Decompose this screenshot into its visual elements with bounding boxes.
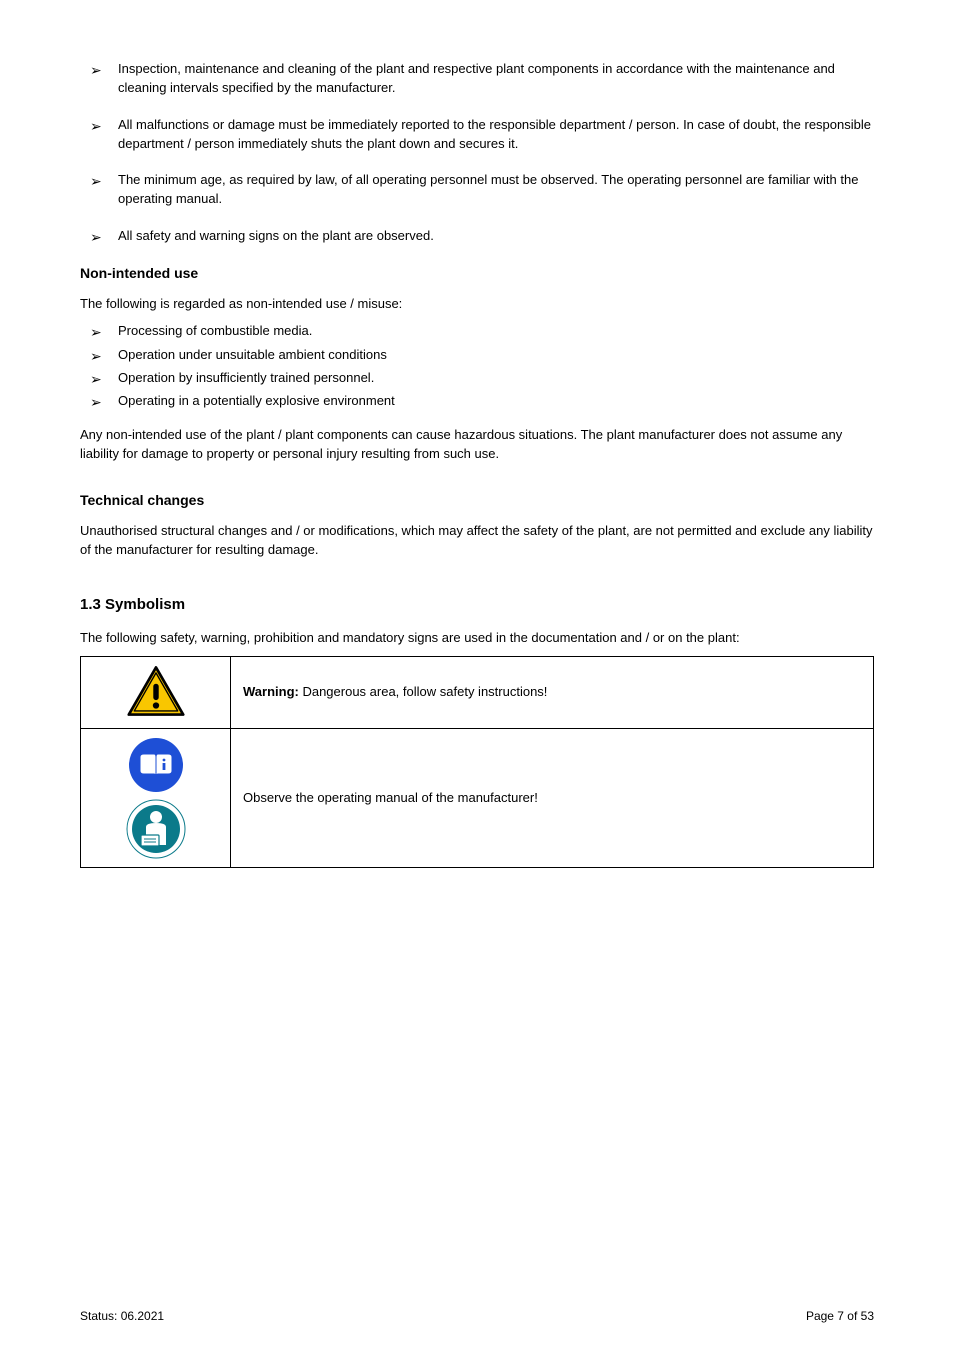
list-item: ➢ Processing of combustible media. [90, 322, 874, 342]
list-item-text: The minimum age, as required by law, of … [118, 171, 874, 209]
icon-wrap [93, 737, 218, 859]
symbolism-heading: 1.3 Symbolism [80, 596, 874, 613]
list-item-text: Operating in a potentially explosive env… [118, 392, 874, 411]
symbol-description: Observe the operating manual of the manu… [231, 728, 874, 867]
intended-use-list: ➢ Inspection, maintenance and cleaning o… [80, 60, 874, 247]
bullet-marker-icon: ➢ [90, 227, 118, 247]
footer-page: Page 7 of 53 [806, 1309, 874, 1323]
non-intended-heading: Non-intended use [80, 265, 874, 281]
non-intended-intro: The following is regarded as non-intende… [80, 295, 874, 314]
bullet-marker-icon: ➢ [90, 346, 118, 366]
symbol-desc-bold: Warning: [243, 684, 299, 699]
read-manual-icon [128, 737, 184, 793]
bullet-marker-icon: ➢ [90, 116, 118, 136]
bullet-marker-icon: ➢ [90, 392, 118, 412]
symbol-description: Warning: Dangerous area, follow safety i… [231, 656, 874, 728]
warning-triangle-icon [127, 665, 185, 717]
symbolism-intro: The following safety, warning, prohibiti… [80, 629, 874, 648]
bullet-marker-icon: ➢ [90, 60, 118, 80]
list-item-text: All safety and warning signs on the plan… [118, 227, 874, 246]
non-intended-list: ➢ Processing of combustible media. ➢ Ope… [80, 322, 874, 412]
list-item: ➢ Inspection, maintenance and cleaning o… [90, 60, 874, 98]
list-item: ➢ All malfunctions or damage must be imm… [90, 116, 874, 154]
list-item: ➢ Operation by insufficiently trained pe… [90, 369, 874, 389]
table-row: Observe the operating manual of the manu… [81, 728, 874, 867]
symbol-cell [81, 656, 231, 728]
symbol-cell [81, 728, 231, 867]
page-footer: Status: 06.2021 Page 7 of 53 [80, 1309, 874, 1323]
footer-status: Status: 06.2021 [80, 1309, 164, 1323]
list-item: ➢ All safety and warning signs on the pl… [90, 227, 874, 247]
bullet-marker-icon: ➢ [90, 369, 118, 389]
non-intended-outro: Any non-intended use of the plant / plan… [80, 426, 874, 464]
list-item-text: Operation by insufficiently trained pers… [118, 369, 874, 388]
technical-changes-text: Unauthorised structural changes and / or… [80, 522, 874, 560]
list-item: ➢ Operation under unsuitable ambient con… [90, 346, 874, 366]
bullet-marker-icon: ➢ [90, 322, 118, 342]
symbol-desc-text: Dangerous area, follow safety instructio… [299, 684, 548, 699]
list-item-text: Processing of combustible media. [118, 322, 874, 341]
symbol-table: Warning: Dangerous area, follow safety i… [80, 656, 874, 868]
technical-changes-heading: Technical changes [80, 492, 874, 508]
bullet-marker-icon: ➢ [90, 171, 118, 191]
list-item-text: All malfunctions or damage must be immed… [118, 116, 874, 154]
list-item-text: Inspection, maintenance and cleaning of … [118, 60, 874, 98]
list-item-text: Operation under unsuitable ambient condi… [118, 346, 874, 365]
list-item: ➢ The minimum age, as required by law, o… [90, 171, 874, 209]
list-item: ➢ Operating in a potentially explosive e… [90, 392, 874, 412]
table-row: Warning: Dangerous area, follow safety i… [81, 656, 874, 728]
read-manual-person-icon [126, 799, 186, 859]
symbol-desc-text: Observe the operating manual of the manu… [243, 790, 538, 805]
